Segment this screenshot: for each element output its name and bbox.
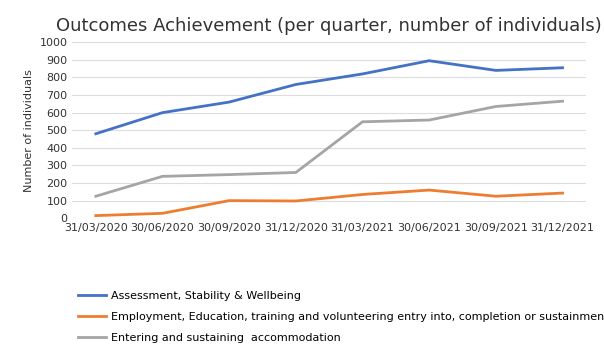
Assessment, Stability & Wellbeing [92,132,100,136]
Entering and sustaining  accommodation [292,170,300,175]
Employment, Education, training and volunteering entry into, completion or sustainment [225,199,233,203]
Entering and sustaining  accommodation [225,172,233,177]
Entering and sustaining  accommodation [559,99,566,103]
Y-axis label: Number of individuals: Number of individuals [24,69,34,192]
Title: Outcomes Achievement (per quarter, number of individuals): Outcomes Achievement (per quarter, numbe… [56,17,602,35]
Assessment, Stability & Wellbeing [225,100,233,104]
Entering and sustaining  accommodation [492,104,500,108]
Assessment, Stability & Wellbeing [492,68,500,73]
Employment, Education, training and volunteering entry into, completion or sustainment [559,191,566,195]
Assessment, Stability & Wellbeing [426,59,433,63]
Assessment, Stability & Wellbeing [292,82,300,87]
Assessment, Stability & Wellbeing [359,72,366,76]
Entering and sustaining  accommodation [359,120,366,124]
Employment, Education, training and volunteering entry into, completion or sustainment [159,211,166,215]
Entering and sustaining  accommodation [159,174,166,178]
Line: Employment, Education, training and volunteering entry into, completion or sustainment: Employment, Education, training and volu… [96,190,562,215]
Employment, Education, training and volunteering entry into, completion or sustainment [359,192,366,196]
Line: Entering and sustaining  accommodation: Entering and sustaining accommodation [96,101,562,196]
Assessment, Stability & Wellbeing [559,65,566,70]
Entering and sustaining  accommodation [426,118,433,122]
Assessment, Stability & Wellbeing [159,111,166,115]
Employment, Education, training and volunteering entry into, completion or sustainment [426,188,433,192]
Employment, Education, training and volunteering entry into, completion or sustainment [492,194,500,199]
Employment, Education, training and volunteering entry into, completion or sustainment [292,199,300,203]
Entering and sustaining  accommodation [92,194,100,199]
Employment, Education, training and volunteering entry into, completion or sustainment [92,213,100,218]
Line: Assessment, Stability & Wellbeing: Assessment, Stability & Wellbeing [96,61,562,134]
Legend: Assessment, Stability & Wellbeing, Employment, Education, training and volunteer: Assessment, Stability & Wellbeing, Emplo… [78,291,604,343]
